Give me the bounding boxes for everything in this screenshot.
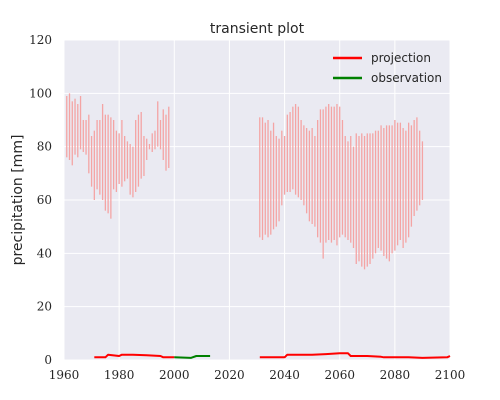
y-tick-label: 20 (37, 300, 52, 314)
y-tick-label: 40 (37, 246, 52, 260)
projection-line (259, 352, 451, 359)
y-tick-label: 0 (44, 353, 52, 367)
x-tick-label: 1960 (49, 368, 80, 382)
legend-label-observation: observation (371, 71, 442, 85)
x-tick-label: 2000 (159, 368, 190, 382)
y-axis: 0 20 40 60 80 100 120 (29, 33, 52, 367)
spread-bars (66, 93, 424, 270)
x-axis: 1960 1980 2000 2020 2040 2060 2080 2100 (49, 368, 466, 382)
grid (63, 39, 451, 361)
x-tick-label: 2020 (214, 368, 245, 382)
x-tick-label: 2100 (435, 368, 466, 382)
x-tick-label: 2060 (324, 368, 355, 382)
legend-label-projection: projection (371, 51, 431, 65)
projection-line (94, 353, 175, 359)
series-lines (94, 352, 451, 359)
y-tick-label: 100 (29, 86, 52, 100)
y-tick-label: 60 (37, 193, 52, 207)
y-tick-label: 80 (37, 140, 52, 154)
chart-title: transient plot (210, 21, 305, 37)
x-tick-label: 2040 (269, 368, 300, 382)
x-tick-label: 2080 (380, 368, 411, 382)
x-tick-label: 1980 (104, 368, 135, 382)
observation-line (174, 355, 211, 359)
y-axis-label: precipitation [mm] (10, 135, 26, 266)
y-tick-label: 120 (29, 33, 52, 47)
legend: projection observation (333, 51, 442, 85)
